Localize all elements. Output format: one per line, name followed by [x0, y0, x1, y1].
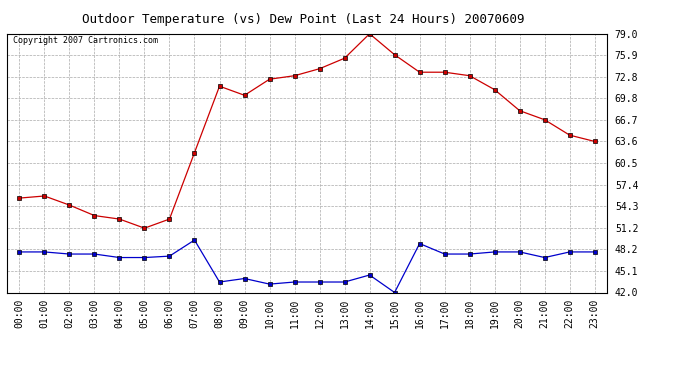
- Text: Outdoor Temperature (vs) Dew Point (Last 24 Hours) 20070609: Outdoor Temperature (vs) Dew Point (Last…: [82, 13, 525, 26]
- Text: Copyright 2007 Cartronics.com: Copyright 2007 Cartronics.com: [13, 36, 158, 45]
